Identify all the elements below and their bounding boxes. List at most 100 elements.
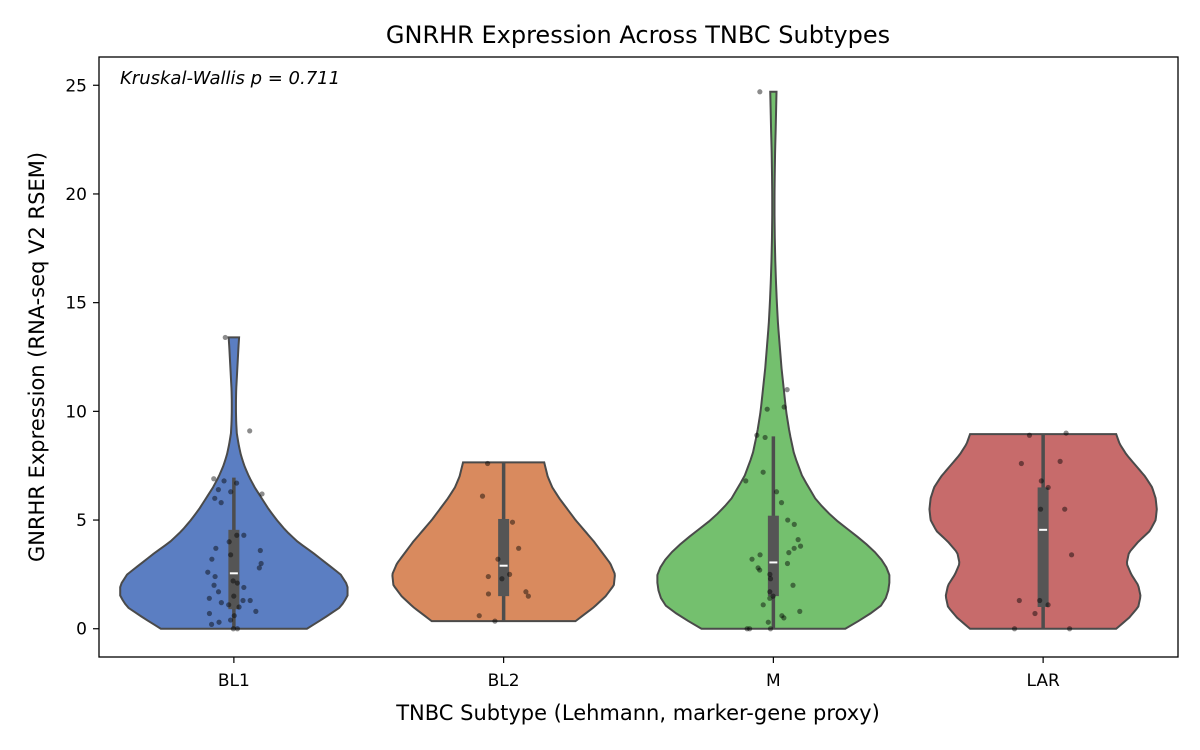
- data-point: [209, 556, 215, 562]
- data-point: [743, 478, 749, 484]
- data-point: [757, 552, 763, 558]
- data-point: [241, 532, 247, 538]
- axis-layer: BL1 BL2 M LAR 0 5 10 15 20 25: [65, 76, 1060, 691]
- data-point: [781, 404, 787, 410]
- data-point: [779, 613, 785, 619]
- y-tick-label: 20: [65, 185, 87, 205]
- data-point: [773, 489, 780, 495]
- data-point: [784, 560, 791, 567]
- data-point: [1011, 626, 1018, 632]
- data-point: [211, 476, 217, 482]
- data-point: [1026, 432, 1033, 438]
- data-point: [1037, 506, 1044, 512]
- data-point: [206, 610, 213, 617]
- data-point: [230, 578, 236, 584]
- data-point: [234, 532, 240, 538]
- data-point: [523, 589, 529, 595]
- data-point: [1037, 597, 1043, 604]
- data-point: [1038, 478, 1044, 484]
- stat-annotation: Kruskal-Wallis p = 0.711: [120, 68, 340, 89]
- data-point: [1068, 552, 1075, 558]
- data-point: [790, 582, 796, 588]
- data-point: [795, 537, 801, 543]
- data-point: [1063, 430, 1069, 436]
- data-point: [208, 621, 215, 627]
- data-point: [240, 597, 246, 604]
- x-axis-label: TNBC Subtype (Lehmann, marker-gene proxy…: [395, 701, 880, 725]
- data-point: [485, 573, 491, 580]
- data-point: [507, 571, 513, 577]
- data-point: [259, 491, 265, 497]
- violin-body-m: [656, 90, 891, 630]
- data-point: [485, 591, 492, 597]
- data-point: [1018, 460, 1024, 467]
- data-point: [228, 489, 234, 495]
- data-point: [516, 545, 522, 551]
- y-tick-label: 15: [65, 294, 87, 314]
- data-point: [495, 556, 501, 562]
- data-point: [760, 469, 766, 475]
- x-tick-label: M: [766, 671, 781, 691]
- data-point: [234, 480, 240, 486]
- data-point: [215, 589, 222, 595]
- data-point: [791, 521, 797, 527]
- data-point: [231, 593, 237, 599]
- data-point: [479, 493, 486, 499]
- violin-lar: [928, 430, 1158, 632]
- data-point: [797, 608, 803, 614]
- violin-m: [656, 89, 891, 632]
- box-m: [767, 515, 779, 597]
- data-point: [767, 571, 773, 577]
- data-point: [234, 580, 240, 586]
- data-point: [253, 608, 259, 614]
- data-point: [247, 428, 253, 434]
- data-point: [767, 576, 774, 582]
- data-point: [212, 573, 218, 580]
- data-point: [218, 600, 224, 606]
- y-tick-label: 25: [65, 76, 87, 96]
- plot-frame: [98, 56, 1179, 658]
- data-point: [216, 619, 222, 625]
- data-point: [256, 565, 262, 571]
- data-point: [784, 387, 790, 393]
- data-point: [227, 617, 234, 623]
- data-point: [764, 406, 770, 412]
- data-point: [226, 539, 232, 545]
- data-point: [215, 487, 221, 493]
- data-point: [744, 626, 750, 632]
- data-point: [258, 560, 264, 567]
- data-point: [230, 626, 236, 632]
- data-point: [218, 500, 224, 506]
- data-point: [757, 89, 763, 95]
- data-point: [211, 582, 217, 588]
- y-tick-label: 5: [76, 511, 87, 531]
- data-point: [499, 576, 505, 582]
- data-point: [1062, 506, 1068, 512]
- data-point: [234, 626, 240, 632]
- y-axis-label: GNRHR Expression (RNA-seq V2 RSEM): [25, 152, 49, 562]
- data-point: [786, 550, 792, 556]
- data-point: [785, 517, 791, 523]
- data-point: [212, 495, 218, 501]
- data-point: [1067, 626, 1073, 632]
- data-point: [767, 595, 773, 601]
- data-point: [762, 434, 768, 441]
- x-tick-label: LAR: [1026, 671, 1059, 691]
- data-point: [754, 432, 760, 438]
- chart-title: GNRHR Expression Across TNBC Subtypes: [386, 21, 890, 49]
- data-point: [236, 604, 242, 610]
- box-lar: [1037, 487, 1049, 607]
- data-point: [509, 519, 516, 525]
- data-point: [797, 543, 804, 549]
- data-point: [755, 565, 761, 571]
- data-point: [1016, 597, 1022, 604]
- violin-bl2: [391, 460, 616, 624]
- data-point: [226, 602, 232, 608]
- data-point: [767, 626, 774, 632]
- data-point: [206, 595, 212, 601]
- data-point: [205, 569, 211, 575]
- data-point: [781, 615, 787, 621]
- data-point: [525, 593, 531, 599]
